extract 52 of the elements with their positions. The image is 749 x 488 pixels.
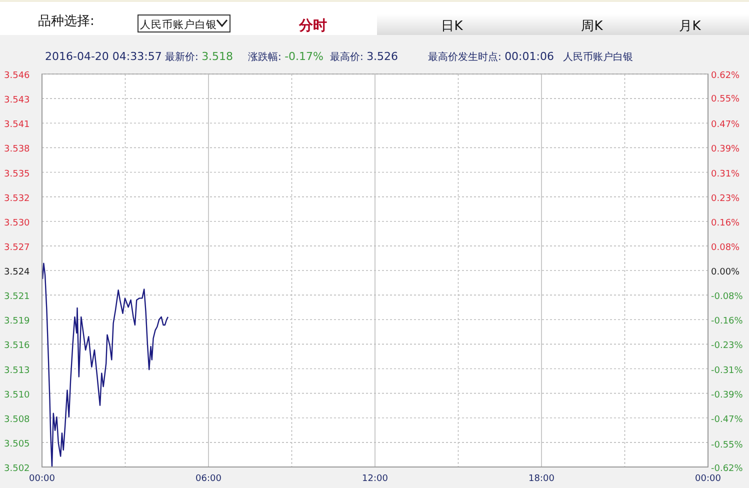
y2-tick-label: 0.62% <box>711 71 740 81</box>
text: 2016-04-20 04:33:57 <box>45 50 162 63</box>
y2-tick-label: 0.47% <box>711 120 740 130</box>
y-tick-label: 3.543 <box>4 96 30 106</box>
text: 涨跌幅: -0.17% <box>248 50 324 63</box>
text: 最高价发生时点: 00:01:06 <box>428 50 554 63</box>
x-tick-label: 06:00 <box>196 474 222 484</box>
y2-tick-label: 0.55% <box>711 94 740 104</box>
y-tick-label: 3.524 <box>4 268 30 278</box>
y2-tick-label: -0.23% <box>711 341 744 352</box>
x-tick-label: 00:00 <box>695 474 722 484</box>
y2-tick-label: -0.16% <box>711 316 744 327</box>
y-tick-label: 3.502 <box>4 464 30 474</box>
y-tick-label: 3.521 <box>4 292 30 302</box>
text: 日K <box>441 19 464 34</box>
y2-tick-label: 0.23% <box>711 194 740 204</box>
y-tick-label: 3.510 <box>4 390 30 400</box>
x-tick-label: 12:00 <box>362 474 388 484</box>
y2-tick-label: -0.47% <box>711 414 744 425</box>
text: 品种选择: <box>38 14 94 29</box>
y-tick-label: 3.535 <box>4 169 30 180</box>
y-tick-label: 3.513 <box>4 366 30 376</box>
y2-tick-label: 0.39% <box>711 144 740 155</box>
y2-tick-label: 0.16% <box>711 218 740 228</box>
y-tick-label: 3.519 <box>4 316 30 327</box>
y-tick-label: 3.527 <box>4 242 30 253</box>
x-tick-label: 00:00 <box>29 474 56 484</box>
text: 最新价: 3.518 <box>165 50 234 63</box>
text: 分时 <box>298 18 327 34</box>
y2-tick-label: -0.62% <box>711 464 744 474</box>
y-tick-label: 3.508 <box>4 414 30 425</box>
y-tick-label: 3.532 <box>4 194 30 204</box>
y2-tick-label: -0.08% <box>711 292 744 302</box>
y2-tick-label: -0.31% <box>711 366 744 376</box>
y-tick-label: 3.546 <box>4 71 30 81</box>
x-tick-label: 18:00 <box>528 474 555 484</box>
line-series <box>41 262 169 468</box>
y-tick-label: 3.530 <box>4 218 30 228</box>
y-tick-label: 3.538 <box>4 144 30 155</box>
text: 人民币账户白银 <box>140 18 217 31</box>
y2-tick-label: 0.00% <box>711 268 740 278</box>
y-tick-label: 3.516 <box>4 341 30 352</box>
text: 人民币账户白银 <box>563 51 633 63</box>
y2-tick-label: -0.55% <box>711 440 744 451</box>
text: 周K <box>581 19 604 34</box>
y-tick-label: 3.541 <box>4 120 30 130</box>
y2-tick-label: 0.31% <box>711 169 740 180</box>
y2-tick-label: -0.39% <box>711 390 744 400</box>
text: 月K <box>679 19 702 34</box>
y2-tick-label: 0.08% <box>711 242 740 253</box>
y-tick-label: 3.505 <box>4 439 30 450</box>
text: 最高价: 3.526 <box>330 50 398 63</box>
